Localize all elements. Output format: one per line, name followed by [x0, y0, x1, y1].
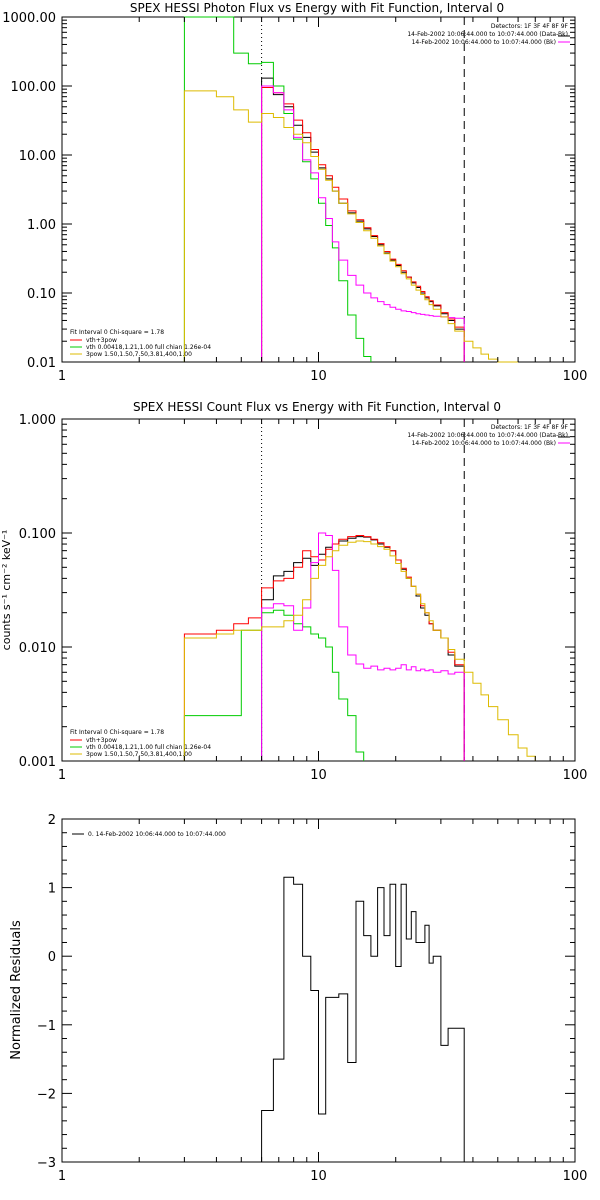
legend-bottom-line: vth 0.00418,1.21,1.00 full chian 1.26e-0…	[86, 744, 211, 751]
legend-bottom-line: vth+3pow	[86, 337, 117, 344]
data-series-line	[261, 85, 465, 362]
x-tick-label: 10	[310, 768, 327, 783]
y-tick-label: 100.00	[11, 80, 57, 95]
x-tick-label: 100	[563, 768, 588, 783]
legend-bottom-line: vth 0.00418,1.21,1.00 full chian 1.26e-0…	[86, 344, 211, 351]
y-tick-label: 1	[48, 882, 56, 897]
legend-bottom-line: 3pow 1.50,1.50,7.50,3.81,400,1.00	[86, 751, 192, 758]
x-tick-label: 10	[310, 369, 327, 384]
y-tick-label: −3	[37, 1156, 56, 1171]
panel-title: SPEX HESSI Count Flux vs Energy with Fit…	[133, 400, 501, 414]
data-series-line	[183, 90, 519, 363]
legend-top-line: 14-Feb-2002 10:06:44.000 to 10:07:44.000…	[412, 440, 556, 447]
legend-bottom-line: Fit Interval 0 Chi-square = 1.78	[70, 329, 164, 336]
x-tick-label: 1	[58, 768, 66, 783]
data-series-line	[261, 87, 465, 362]
x-tick-label: 1	[58, 1169, 66, 1184]
photon-flux-panel: SPEX HESSI Photon Flux vs Energy with Fi…	[2, 1, 587, 384]
y-tick-label: −1	[37, 1019, 56, 1034]
legend-top-line: 14-Feb-2002 10:06:44.000 to 10:07:44.000…	[412, 39, 556, 46]
y-axis-label: counts s⁻¹ cm⁻² keV⁻¹	[0, 530, 13, 651]
y-tick-label: 0.100	[19, 527, 56, 542]
data-series-line	[183, 609, 365, 761]
legend-bottom-line: vth+3pow	[86, 737, 117, 744]
legend-top-line: Detectors: 1F 3F 4F 8F 9F	[491, 424, 569, 431]
y-tick-label: 2	[48, 813, 56, 828]
y-tick-label: 10.00	[19, 149, 56, 164]
y-tick-label: 1000.00	[2, 11, 56, 26]
legend-top-line: 0. 14-Feb-2002 10:06:44.000 to 10:07:44.…	[88, 831, 226, 838]
x-tick-label: 10	[310, 1169, 327, 1184]
y-tick-label: 0.001	[19, 755, 56, 770]
y-tick-label: 0.01	[27, 356, 56, 371]
x-tick-label: 1	[58, 369, 66, 384]
y-tick-label: 0	[48, 950, 56, 965]
y-tick-label: 0.10	[27, 287, 56, 302]
count-flux-panel: SPEX HESSI Count Flux vs Energy with Fit…	[0, 400, 587, 783]
data-series-line	[261, 876, 465, 1162]
y-tick-label: 1.000	[19, 413, 56, 428]
x-tick-label: 100	[563, 1169, 588, 1184]
legend-bottom-line: 3pow 1.50,1.50,7.50,3.81,400,1.00	[86, 351, 192, 358]
legend-top-line: 14-Feb-2002 10:06:44.000 to 10:07:44.000…	[407, 31, 568, 38]
data-series-line	[183, 16, 372, 362]
x-tick-label: 100	[563, 369, 588, 384]
data-series-line	[261, 532, 465, 761]
data-series-line	[261, 77, 465, 362]
y-tick-label: 1.00	[27, 218, 56, 233]
residuals-panel: 1 10 100 −3 −2 −1 0 1 2 Normalized Residuals 0. …	[9, 813, 587, 1184]
panel-title: SPEX HESSI Photon Flux vs Energy with Fi…	[130, 1, 504, 15]
legend-top-line: Detectors: 1F 3F 4F 8F 9F	[491, 23, 569, 30]
data-series-line	[183, 535, 465, 761]
data-series-line	[183, 540, 536, 761]
y-tick-label: −2	[37, 1087, 56, 1102]
data-series-line	[261, 536, 465, 761]
y-tick-label: 0.010	[19, 641, 56, 656]
legend-bottom-line: Fit Interval 0 Chi-square = 1.78	[70, 729, 164, 736]
legend-top-line: 14-Feb-2002 10:06:44.000 to 10:07:44.000…	[407, 432, 568, 439]
y-axis-label: Normalized Residuals	[9, 920, 24, 1060]
